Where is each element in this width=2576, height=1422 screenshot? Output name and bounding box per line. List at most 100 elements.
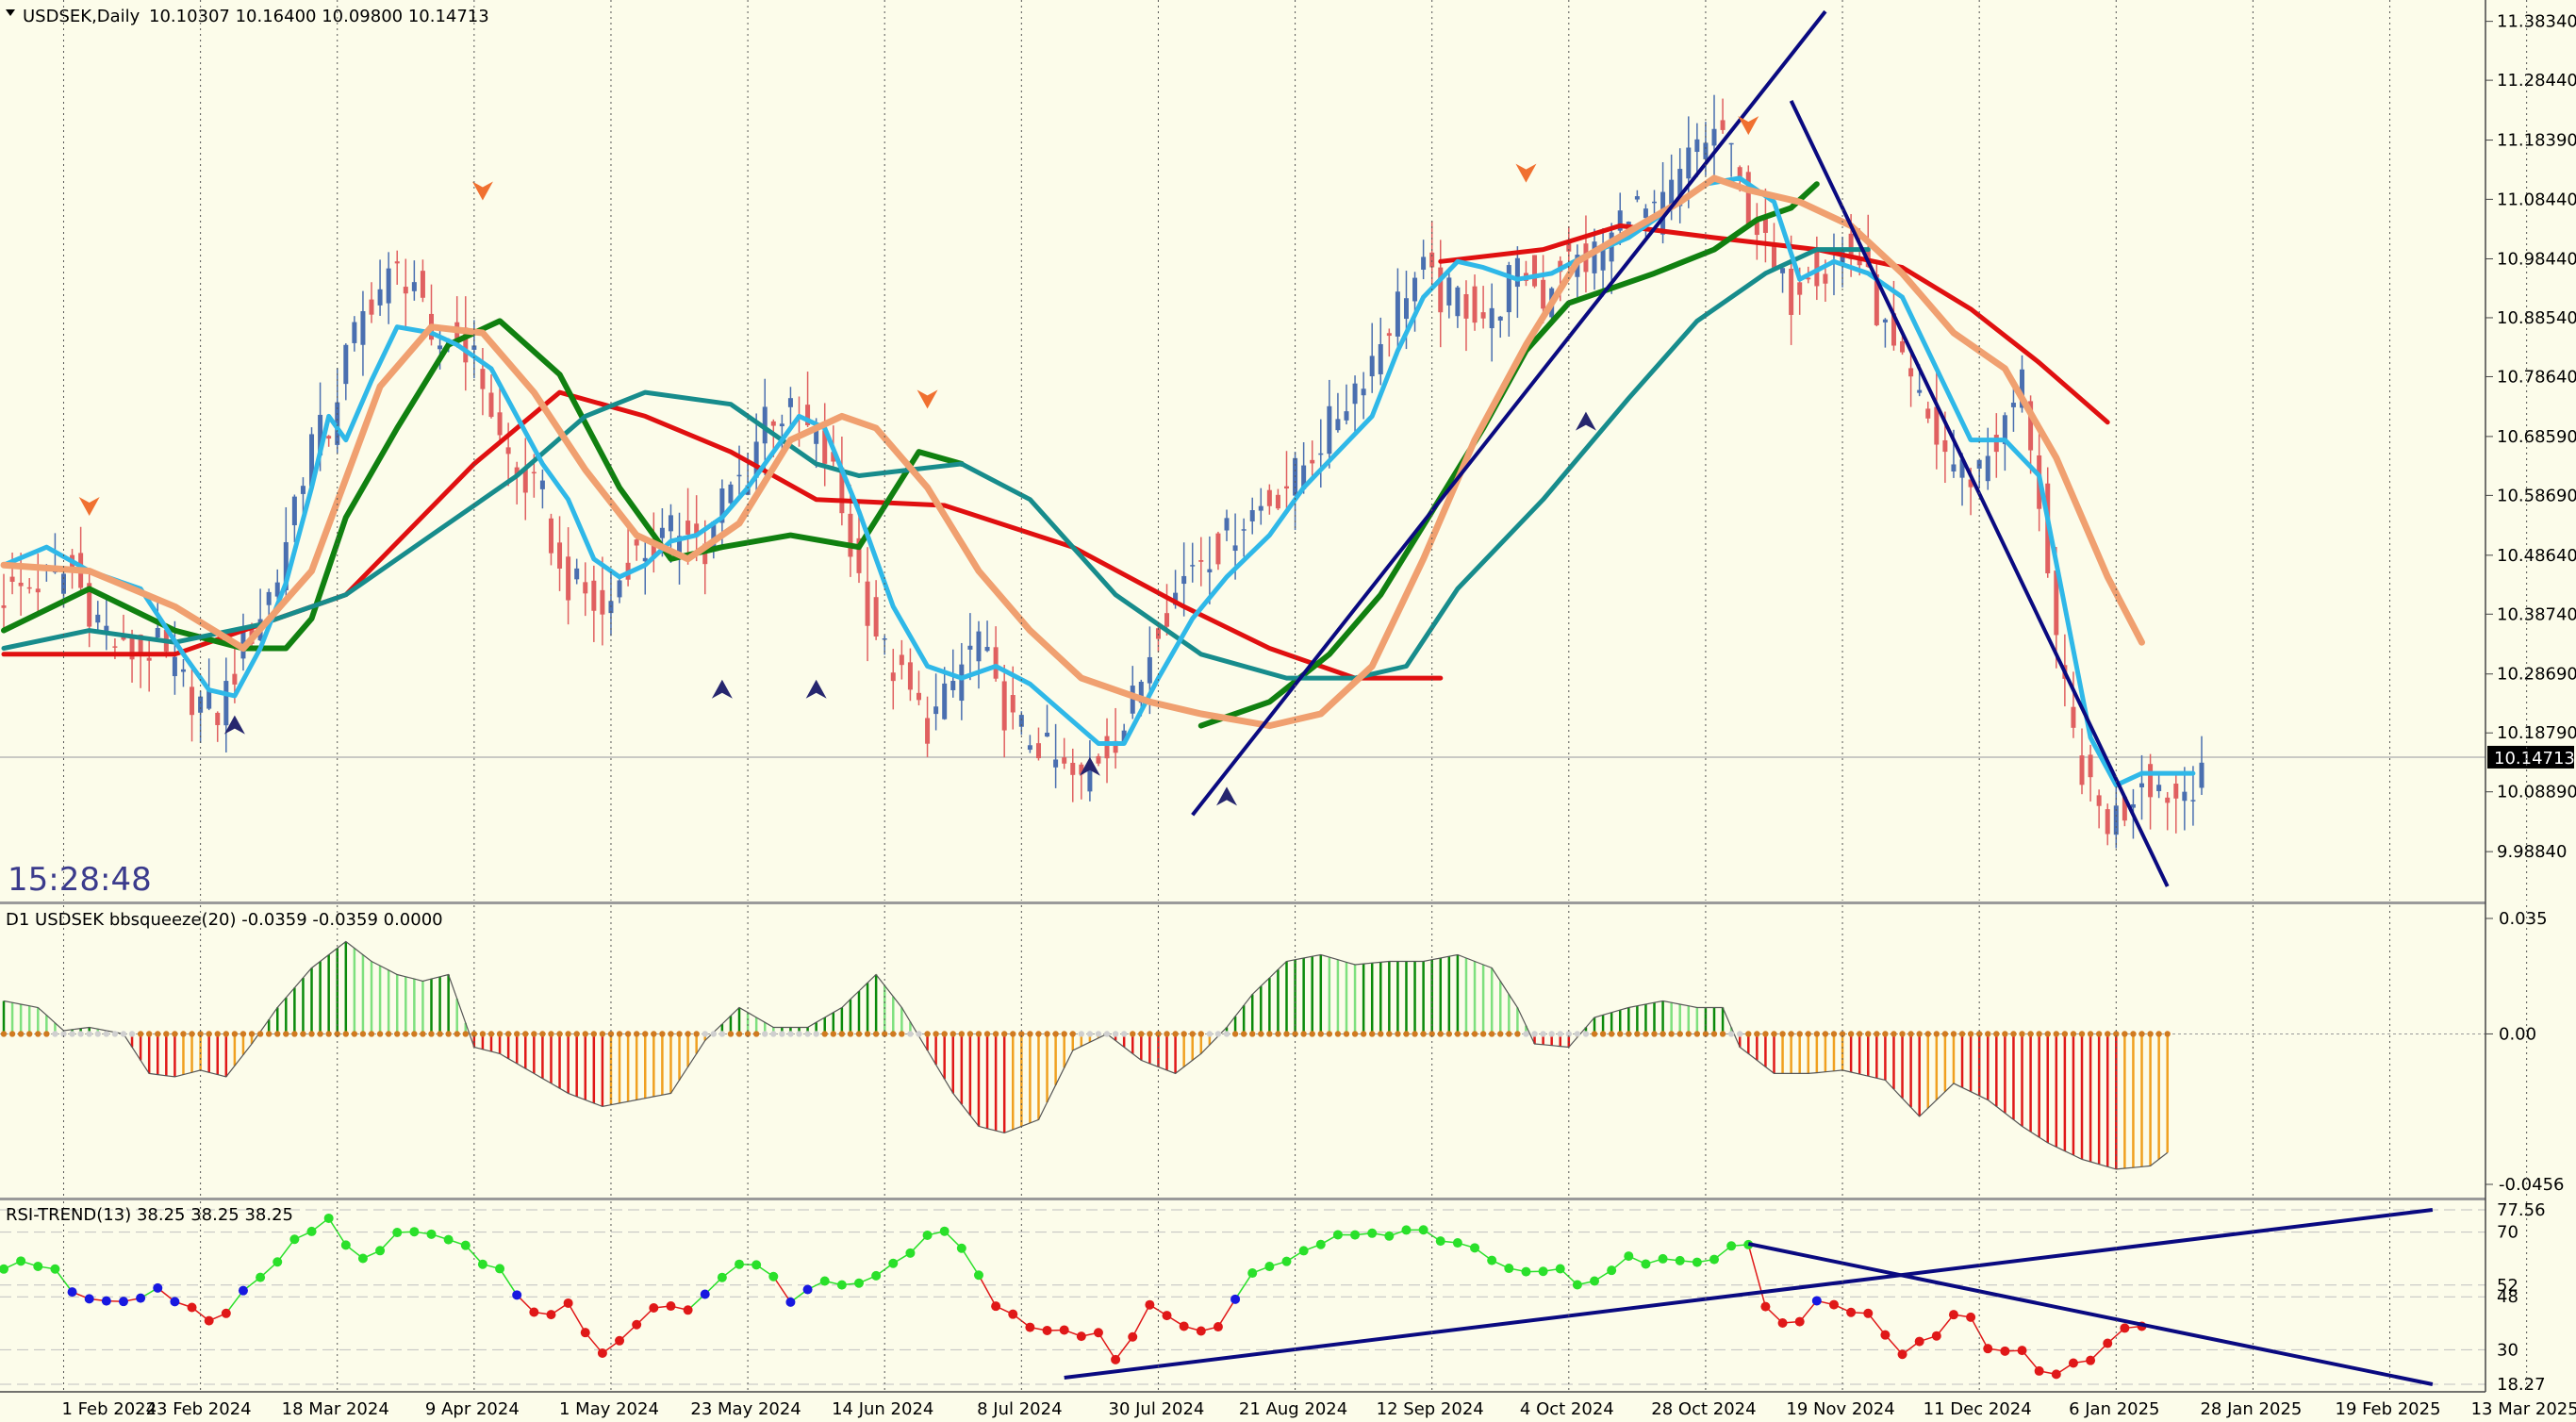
candle-body: [1155, 628, 1161, 639]
squeeze-dot: [69, 1031, 75, 1037]
squeeze-dot: [599, 1031, 606, 1037]
squeeze-dot: [1710, 1031, 1718, 1037]
squeeze-dot: [223, 1031, 230, 1037]
candle-body: [1472, 286, 1478, 323]
candle-body: [2122, 796, 2127, 821]
squeeze-dot: [334, 1031, 340, 1037]
squeeze-dot: [1839, 1031, 1846, 1037]
candle-body: [814, 425, 819, 444]
rsi-point: [1641, 1259, 1651, 1269]
squeeze-dot: [1531, 1031, 1538, 1037]
rsi-point: [700, 1289, 710, 1299]
rsi-point: [101, 1296, 111, 1306]
candle-body: [9, 576, 15, 582]
rsi-point: [546, 1310, 556, 1320]
candle-body: [1429, 252, 1435, 268]
rsi-point: [409, 1227, 420, 1237]
rsi-point: [118, 1297, 128, 1307]
rsi-point: [1658, 1253, 1668, 1264]
squeeze-dot: [368, 1031, 375, 1037]
squeeze-dot: [514, 1031, 520, 1037]
candle-body: [1694, 139, 1700, 153]
candle-body: [360, 310, 366, 345]
candle-body: [1010, 695, 1016, 713]
trendline[interactable]: [1191, 9, 1827, 817]
squeeze-dot: [983, 1031, 991, 1037]
squeeze-dot: [1249, 1031, 1256, 1037]
rsi-point: [563, 1298, 573, 1308]
candle-body: [420, 271, 425, 298]
squeeze-dot: [1395, 1031, 1401, 1037]
squeeze-dot: [1155, 1031, 1162, 1037]
candle-body: [1352, 383, 1358, 405]
candle-body: [1104, 736, 1110, 759]
candle-body: [1993, 435, 1999, 453]
candle-body: [1532, 255, 1538, 287]
candle-body: [1121, 730, 1127, 743]
candle-body: [369, 299, 374, 315]
squeeze-dot: [2061, 1031, 2069, 1037]
squeeze-dot: [43, 1031, 50, 1037]
candle-body: [1634, 196, 1640, 200]
squeeze-dot: [189, 1031, 195, 1037]
candle-body: [1018, 715, 1024, 727]
rsi-trendline[interactable]: [1747, 1242, 2434, 1386]
candle-body: [719, 488, 725, 523]
candle-body: [1617, 210, 1623, 231]
squeeze-dot: [787, 1031, 794, 1037]
candle-body: [1087, 766, 1093, 792]
rsi-point: [939, 1226, 949, 1236]
ma-red-line[interactable]: [1, 389, 1444, 681]
collapse-triangle-icon[interactable]: [6, 9, 15, 16]
rsi-point: [1093, 1328, 1103, 1338]
squeeze-pane[interactable]: 0.035 0.00 -0.0456: [0, 909, 2564, 1195]
squeeze-dot: [1103, 1031, 1111, 1037]
candle-body: [574, 568, 580, 580]
buy-arrow-icon: [223, 715, 245, 735]
squeeze-dot: [1719, 1031, 1726, 1037]
squeeze-dot: [8, 1031, 16, 1037]
candle-body: [26, 587, 32, 589]
rsi-point: [973, 1270, 983, 1281]
rsi-trendline[interactable]: [1064, 1208, 2434, 1381]
candle-body: [377, 289, 383, 306]
squeeze-dot: [830, 1031, 836, 1037]
squeeze-dot: [1403, 1031, 1410, 1037]
candle-body: [882, 637, 887, 640]
rsi-point: [1572, 1280, 1582, 1290]
squeeze-dot: [1805, 1031, 1811, 1037]
pane-separator[interactable]: [0, 901, 2485, 904]
rsi-point: [1281, 1256, 1292, 1266]
squeeze-dot: [197, 1031, 204, 1037]
candle-body: [831, 452, 836, 462]
squeeze-dot: [1651, 1031, 1658, 1037]
rsi-point: [2017, 1346, 2027, 1356]
candle-body: [1514, 257, 1520, 288]
candle-body: [2088, 754, 2093, 778]
ma-teal-line[interactable]: [1, 247, 1871, 681]
price-tick-label: 10.58690: [2497, 486, 2576, 505]
squeeze-dot: [1727, 1031, 1735, 1037]
price-header-ohlc: 10.10307 10.16400 10.09800 10.14713: [149, 7, 489, 26]
candle-body: [1677, 169, 1683, 207]
rsi-point: [1966, 1312, 1976, 1322]
candle-body: [2002, 415, 2007, 444]
rsi-point: [1145, 1299, 1155, 1310]
squeeze-dot: [2122, 1031, 2128, 1037]
ma-salmon-line[interactable]: [0, 174, 2145, 730]
rsi-point: [357, 1253, 368, 1264]
squeeze-dot: [1360, 1031, 1367, 1037]
rsi-point: [1230, 1294, 1241, 1304]
squeeze-dot: [676, 1031, 683, 1037]
rsi-point: [84, 1294, 94, 1304]
squeeze-dot: [2164, 1031, 2171, 1037]
candle-body: [583, 582, 588, 594]
squeeze-dot: [651, 1031, 657, 1037]
candle-body: [890, 672, 896, 682]
price-pane[interactable]: 11.38340 11.28440 11.18390 11.08440 10.98440…: [0, 9, 2576, 887]
ma-cyan-line[interactable]: [1, 175, 2196, 788]
candle-body: [634, 539, 639, 546]
x-tick-label: 8 Jul 2024: [977, 1399, 1062, 1419]
pane-separator[interactable]: [0, 1198, 2485, 1200]
